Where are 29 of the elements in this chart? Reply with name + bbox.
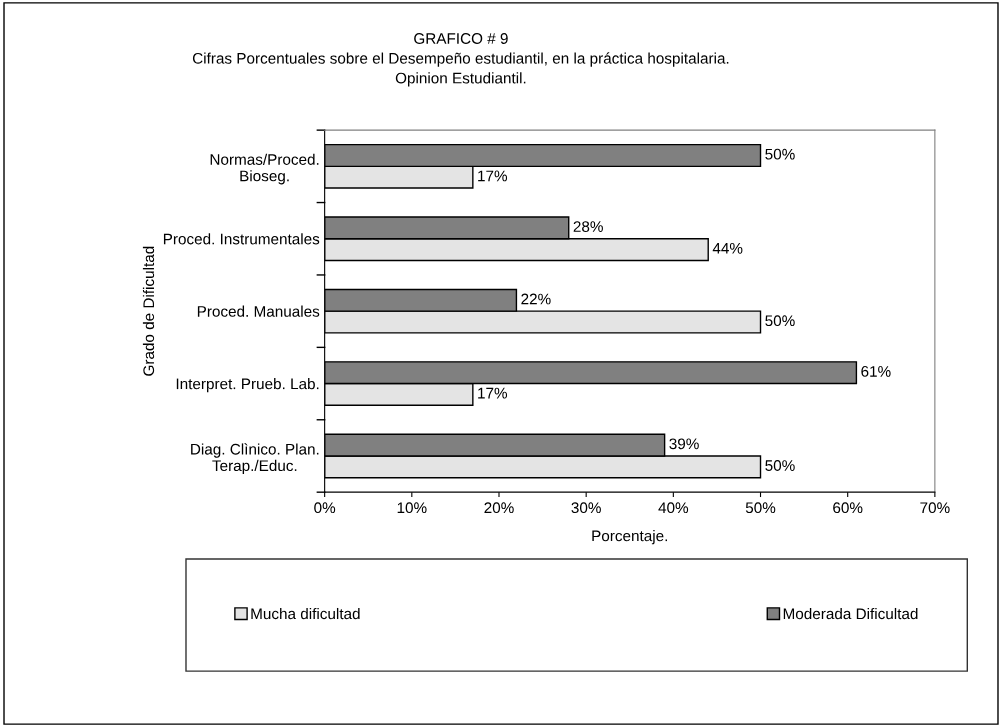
x-tick-label: 10%	[397, 502, 427, 514]
data-label: 22%	[521, 293, 551, 305]
y-axis-title: Grado de Dificultad	[142, 246, 155, 376]
chart-title: GRAFICO # 9	[414, 33, 508, 44]
y-tick-label: Diag. Clìnico. Plan. Terap./Educ.	[191, 443, 319, 475]
data-label: 39%	[669, 438, 699, 450]
x-tick-label: 60%	[833, 502, 863, 514]
x-tick-label: 30%	[571, 502, 601, 514]
legend-label: Moderada Dificultad	[783, 607, 918, 620]
x-tick-label: 0%	[314, 502, 336, 514]
data-label: 17%	[478, 170, 508, 182]
data-label: 44%	[712, 242, 743, 254]
x-tick-label: 20%	[484, 502, 514, 514]
legend-label: Mucha dificultad	[251, 607, 360, 620]
y-tick-label: Proced. Instrumentales	[163, 233, 320, 245]
chart-subtitle: Cifras Porcentuales sobre el Desempeño estudiantil, en la práctica hospitalaria. Opinion Estudiantil.	[192, 52, 729, 87]
data-label: 17%	[478, 387, 508, 399]
x-tick-label: 40%	[658, 502, 689, 514]
data-label: 28%	[573, 221, 603, 232]
x-axis-title: Porcentaje.	[592, 530, 668, 545]
y-tick-label: Normas/Proced. Bioseg.	[210, 153, 319, 185]
data-label: 50%	[765, 315, 795, 327]
x-tick-label: 50%	[745, 502, 776, 514]
y-tick-label: Interpret. Prueb. Lab.	[176, 378, 319, 393]
y-tick-label: Proced. Manuales	[197, 305, 320, 317]
data-label: 50%	[765, 460, 795, 471]
x-tick-label: 70%	[920, 502, 950, 514]
data-label: 50%	[765, 148, 795, 160]
data-label: 61%	[861, 365, 891, 377]
